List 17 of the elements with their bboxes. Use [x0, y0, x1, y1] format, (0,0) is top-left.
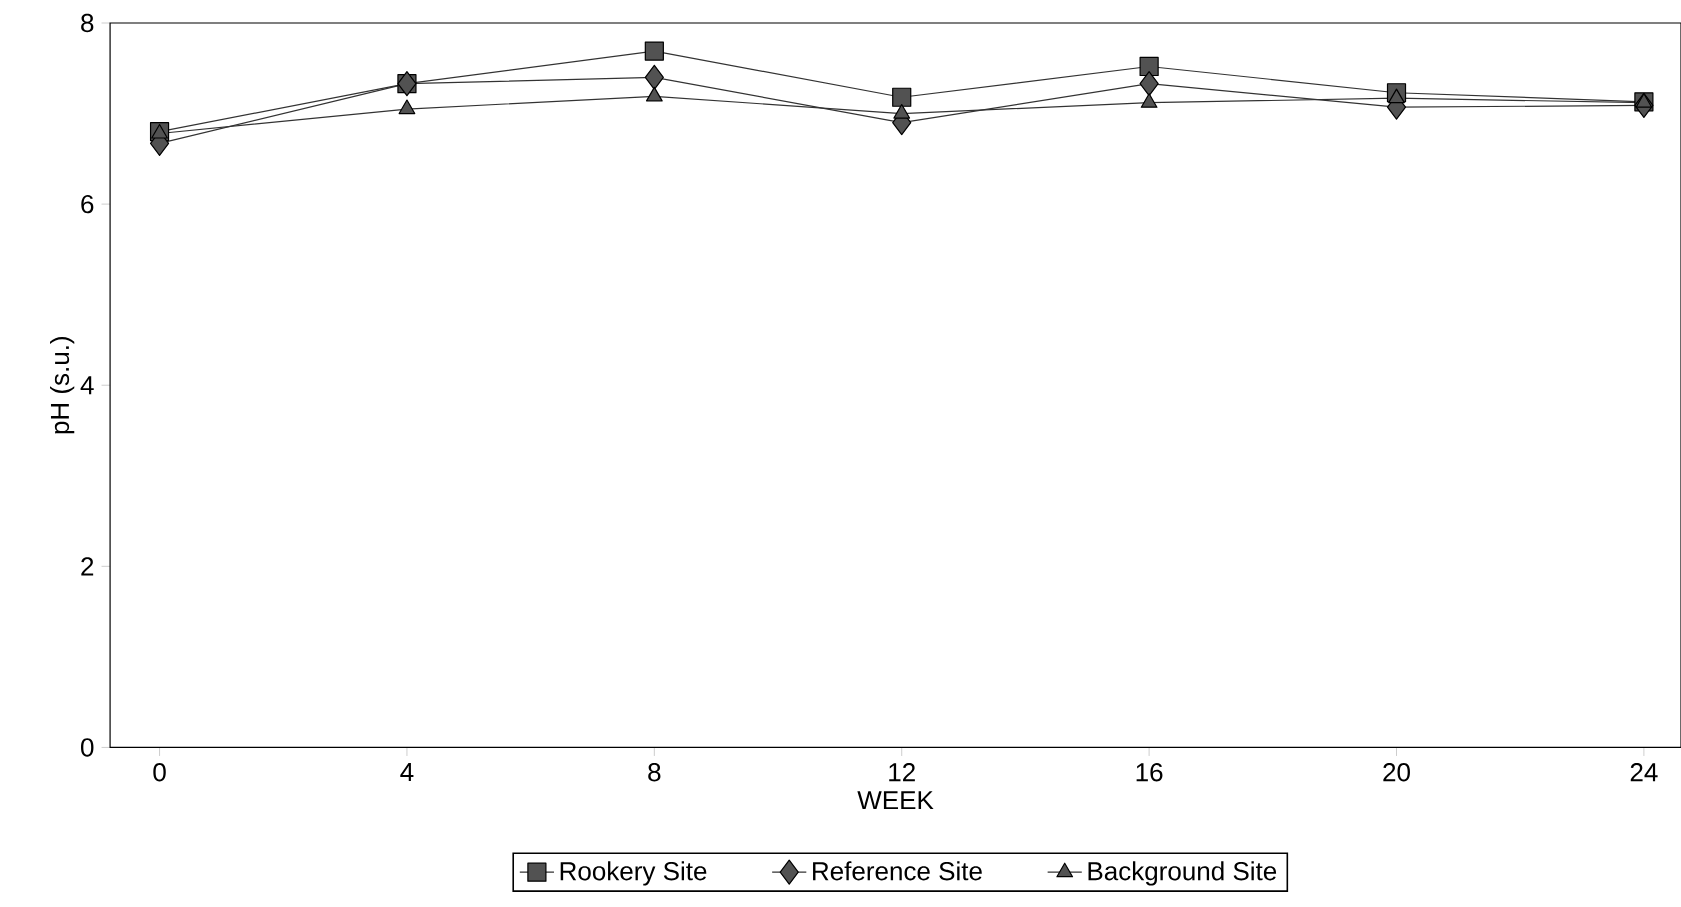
x-tick-label: 0	[153, 763, 166, 782]
y-tick-label: 4	[80, 376, 94, 395]
y-axis-title: pH (s.u.)	[50, 337, 75, 434]
x-tick-label: 4	[400, 763, 414, 782]
y-tick-label: 2	[81, 557, 94, 576]
legend-label: Reference Site	[813, 861, 982, 881]
x-tick-label: 24	[1630, 763, 1658, 782]
x-tick-label: 8	[648, 763, 661, 782]
legend-label: Background Site	[1088, 861, 1277, 886]
x-axis-title: WEEK	[857, 791, 934, 810]
x-tick-label: 20	[1383, 763, 1410, 782]
x-tick-label: 12	[889, 763, 915, 782]
x-tick-label: 16	[1136, 763, 1163, 782]
y-tick-label: 8	[81, 14, 94, 33]
legend-label: Rookery Site	[560, 861, 707, 886]
y-tick-label: 0	[81, 738, 94, 757]
y-tick-label: 6	[81, 195, 94, 214]
